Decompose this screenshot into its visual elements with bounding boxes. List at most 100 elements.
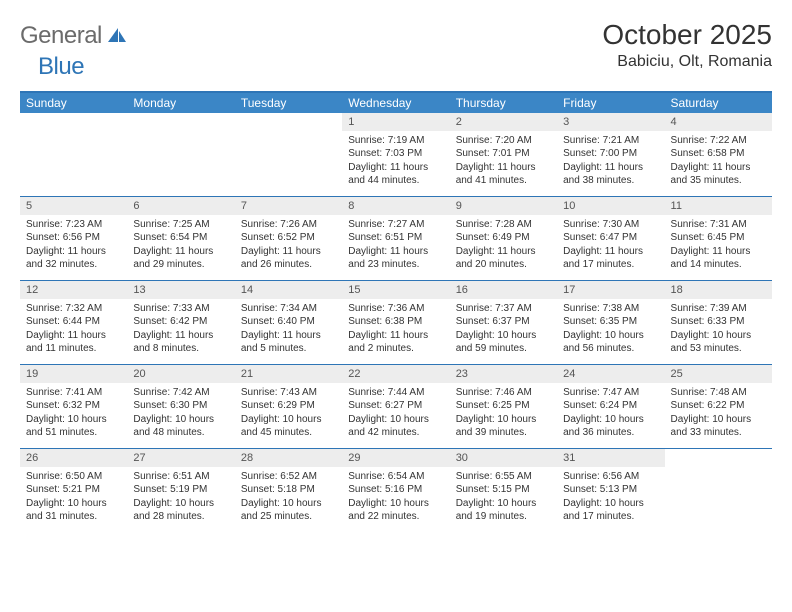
day-number-cell: 23 [450,365,557,383]
daylight-text: Daylight: 10 hours and 31 minutes. [26,497,121,524]
sunset-text: Sunset: 5:18 PM [241,483,336,497]
daynum-row: 567891011 [20,197,772,215]
daylight-text: Daylight: 10 hours and 36 minutes. [563,413,658,440]
sunrise-text: Sunrise: 7:34 AM [241,302,336,316]
day-number-cell: 11 [665,197,772,215]
day-number-cell: 21 [235,365,342,383]
sunrise-text: Sunrise: 7:25 AM [133,218,228,232]
daylight-text: Daylight: 10 hours and 22 minutes. [348,497,443,524]
sunset-text: Sunset: 7:01 PM [456,147,551,161]
sunset-text: Sunset: 6:38 PM [348,315,443,329]
sunrise-text: Sunrise: 7:20 AM [456,134,551,148]
sunset-text: Sunset: 6:24 PM [563,399,658,413]
dayhead-thu: Thursday [450,92,557,113]
sunrise-text: Sunrise: 7:26 AM [241,218,336,232]
sunset-text: Sunset: 6:22 PM [671,399,766,413]
sunrise-text: Sunrise: 7:37 AM [456,302,551,316]
detail-row: Sunrise: 7:23 AMSunset: 6:56 PMDaylight:… [20,215,772,281]
calendar-page: General October 2025 Babiciu, Olt, Roman… [0,0,792,542]
dayhead-sun: Sunday [20,92,127,113]
sunrise-text: Sunrise: 7:36 AM [348,302,443,316]
day-detail-cell: Sunrise: 7:23 AMSunset: 6:56 PMDaylight:… [20,215,127,281]
day-detail-cell: Sunrise: 6:54 AMSunset: 5:16 PMDaylight:… [342,467,449,532]
sunrise-text: Sunrise: 7:44 AM [348,386,443,400]
sunset-text: Sunset: 7:03 PM [348,147,443,161]
day-detail-cell: Sunrise: 7:43 AMSunset: 6:29 PMDaylight:… [235,383,342,449]
sunrise-text: Sunrise: 6:56 AM [563,470,658,484]
sunset-text: Sunset: 6:35 PM [563,315,658,329]
daylight-text: Daylight: 11 hours and 44 minutes. [348,161,443,188]
sunset-text: Sunset: 5:21 PM [26,483,121,497]
detail-row: Sunrise: 6:50 AMSunset: 5:21 PMDaylight:… [20,467,772,532]
day-number-cell [127,113,234,131]
sunset-text: Sunset: 6:56 PM [26,231,121,245]
brand-part1: General [20,22,102,50]
daylight-text: Daylight: 10 hours and 59 minutes. [456,329,551,356]
title-block: October 2025 Babiciu, Olt, Romania [602,20,772,71]
day-detail-cell: Sunrise: 7:48 AMSunset: 6:22 PMDaylight:… [665,383,772,449]
day-number-cell: 9 [450,197,557,215]
daylight-text: Daylight: 10 hours and 17 minutes. [563,497,658,524]
day-number-cell: 7 [235,197,342,215]
daynum-row: 262728293031 [20,449,772,467]
day-number-cell [235,113,342,131]
day-number-cell: 24 [557,365,664,383]
daylight-text: Daylight: 10 hours and 53 minutes. [671,329,766,356]
sunset-text: Sunset: 6:37 PM [456,315,551,329]
daylight-text: Daylight: 11 hours and 20 minutes. [456,245,551,272]
daylight-text: Daylight: 10 hours and 25 minutes. [241,497,336,524]
sunrise-text: Sunrise: 7:31 AM [671,218,766,232]
day-detail-cell: Sunrise: 7:21 AMSunset: 7:00 PMDaylight:… [557,131,664,197]
daylight-text: Daylight: 10 hours and 33 minutes. [671,413,766,440]
daylight-text: Daylight: 11 hours and 11 minutes. [26,329,121,356]
daylight-text: Daylight: 11 hours and 17 minutes. [563,245,658,272]
sunrise-text: Sunrise: 6:52 AM [241,470,336,484]
month-title: October 2025 [602,20,772,51]
daylight-text: Daylight: 11 hours and 41 minutes. [456,161,551,188]
sunrise-text: Sunrise: 7:38 AM [563,302,658,316]
sunrise-text: Sunrise: 6:54 AM [348,470,443,484]
sail-icon [106,26,128,49]
sunrise-text: Sunrise: 7:27 AM [348,218,443,232]
sunrise-text: Sunrise: 6:55 AM [456,470,551,484]
day-number-cell: 6 [127,197,234,215]
daylight-text: Daylight: 11 hours and 29 minutes. [133,245,228,272]
daylight-text: Daylight: 11 hours and 23 minutes. [348,245,443,272]
day-detail-cell: Sunrise: 7:37 AMSunset: 6:37 PMDaylight:… [450,299,557,365]
day-detail-cell: Sunrise: 7:46 AMSunset: 6:25 PMDaylight:… [450,383,557,449]
day-number-cell: 29 [342,449,449,467]
brand-part2: Blue [38,53,84,81]
detail-row: Sunrise: 7:19 AMSunset: 7:03 PMDaylight:… [20,131,772,197]
sunset-text: Sunset: 6:30 PM [133,399,228,413]
dayhead-mon: Monday [127,92,234,113]
day-number-cell: 31 [557,449,664,467]
daylight-text: Daylight: 10 hours and 19 minutes. [456,497,551,524]
detail-row: Sunrise: 7:41 AMSunset: 6:32 PMDaylight:… [20,383,772,449]
sunrise-text: Sunrise: 7:42 AM [133,386,228,400]
day-detail-cell: Sunrise: 7:34 AMSunset: 6:40 PMDaylight:… [235,299,342,365]
dayhead-wed: Wednesday [342,92,449,113]
day-detail-cell: Sunrise: 7:28 AMSunset: 6:49 PMDaylight:… [450,215,557,281]
day-detail-cell: Sunrise: 7:39 AMSunset: 6:33 PMDaylight:… [665,299,772,365]
day-number-cell: 16 [450,281,557,299]
sunset-text: Sunset: 6:54 PM [133,231,228,245]
day-number-cell: 17 [557,281,664,299]
dayhead-sat: Saturday [665,92,772,113]
day-detail-cell: Sunrise: 7:33 AMSunset: 6:42 PMDaylight:… [127,299,234,365]
sunset-text: Sunset: 6:58 PM [671,147,766,161]
sunrise-text: Sunrise: 7:41 AM [26,386,121,400]
daylight-text: Daylight: 11 hours and 35 minutes. [671,161,766,188]
day-detail-cell: Sunrise: 6:52 AMSunset: 5:18 PMDaylight:… [235,467,342,532]
sunset-text: Sunset: 6:45 PM [671,231,766,245]
day-detail-cell: Sunrise: 7:26 AMSunset: 6:52 PMDaylight:… [235,215,342,281]
day-number-cell: 13 [127,281,234,299]
day-detail-cell [20,131,127,197]
daynum-row: 1234 [20,113,772,131]
day-header-row: Sunday Monday Tuesday Wednesday Thursday… [20,92,772,113]
day-detail-cell: Sunrise: 7:25 AMSunset: 6:54 PMDaylight:… [127,215,234,281]
sunrise-text: Sunrise: 7:21 AM [563,134,658,148]
daylight-text: Daylight: 11 hours and 8 minutes. [133,329,228,356]
daylight-text: Daylight: 10 hours and 45 minutes. [241,413,336,440]
sunset-text: Sunset: 6:42 PM [133,315,228,329]
day-number-cell: 25 [665,365,772,383]
